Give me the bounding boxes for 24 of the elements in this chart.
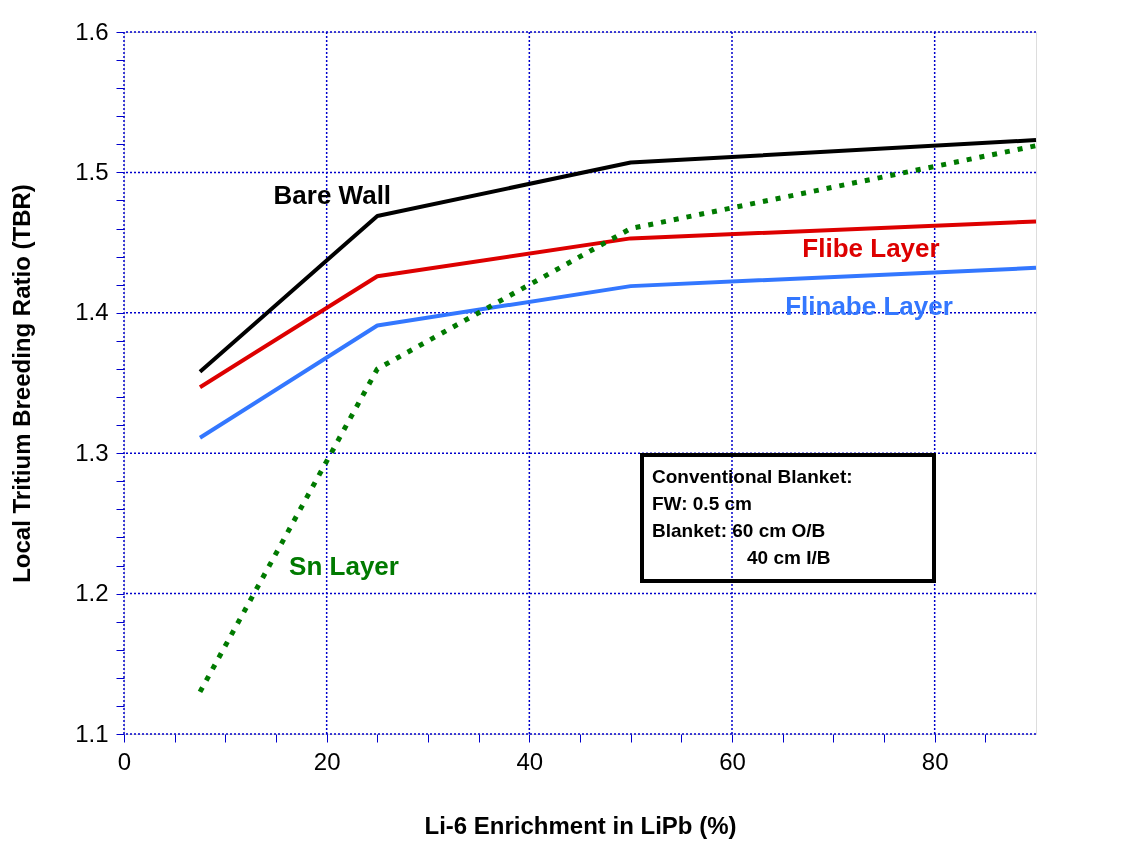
x-tick-label: 40 <box>516 747 544 775</box>
annotation: FW: 0.5 cm <box>652 493 752 514</box>
annotation: Conventional Blanket: <box>652 466 853 487</box>
annotation: Blanket: 60 cm O/B <box>652 520 826 541</box>
x-tick-label: 60 <box>719 747 746 775</box>
y-tick-label: 1.5 <box>75 157 109 185</box>
series-label: Sn Layer <box>289 550 399 581</box>
line-series <box>198 219 1038 390</box>
line-series <box>198 138 1038 374</box>
series-label: Flibe Layer <box>802 232 940 263</box>
annotation: 40 cm I/B <box>747 547 831 568</box>
series-label: Bare Wall <box>273 179 392 210</box>
x-tick-label: 80 <box>921 747 949 775</box>
y-tick-label: 1.1 <box>75 719 109 747</box>
y-tick-label: 1.4 <box>75 298 109 326</box>
y-axis-title: Local Tritium Breeding Ratio (TBR) <box>8 184 36 583</box>
line-series <box>198 265 1038 440</box>
series-label: Flinabe Layer <box>785 290 953 321</box>
y-tick-label: 1.2 <box>75 579 109 607</box>
x-tick-label: 0 <box>117 747 132 775</box>
x-axis-title: Li-6 Enrichment in LiPb (%) <box>424 811 737 839</box>
x-tick-label: 20 <box>313 747 341 775</box>
y-tick-label: 1.6 <box>75 17 109 45</box>
y-tick-label: 1.3 <box>75 438 109 466</box>
